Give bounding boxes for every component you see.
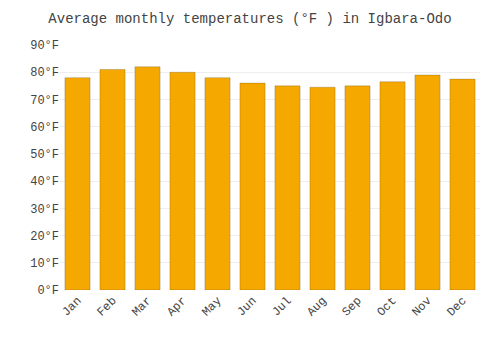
svg-text:Jul: Jul	[269, 294, 294, 319]
svg-text:Average monthly temperatures (: Average monthly temperatures (°F ) in Ig…	[48, 11, 451, 27]
svg-text:Sep: Sep	[339, 294, 364, 319]
svg-text:40°F: 40°F	[30, 175, 59, 189]
svg-text:May: May	[199, 294, 224, 319]
svg-text:Nov: Nov	[409, 294, 434, 319]
svg-text:Feb: Feb	[94, 294, 119, 319]
svg-text:Jan: Jan	[59, 294, 84, 319]
svg-text:Dec: Dec	[444, 294, 469, 319]
svg-text:80°F: 80°F	[30, 66, 59, 80]
svg-text:Mar: Mar	[129, 294, 154, 319]
svg-text:Oct: Oct	[374, 294, 399, 319]
svg-text:90°F: 90°F	[30, 39, 59, 53]
svg-text:30°F: 30°F	[30, 203, 59, 217]
svg-text:Aug: Aug	[304, 294, 329, 319]
svg-text:60°F: 60°F	[30, 121, 59, 135]
svg-text:50°F: 50°F	[30, 148, 59, 162]
svg-text:Apr: Apr	[164, 294, 189, 319]
svg-text:20°F: 20°F	[30, 230, 59, 244]
svg-text:10°F: 10°F	[30, 257, 59, 271]
svg-text:70°F: 70°F	[30, 94, 59, 108]
svg-text:Jun: Jun	[234, 294, 259, 319]
svg-text:0°F: 0°F	[37, 284, 59, 298]
